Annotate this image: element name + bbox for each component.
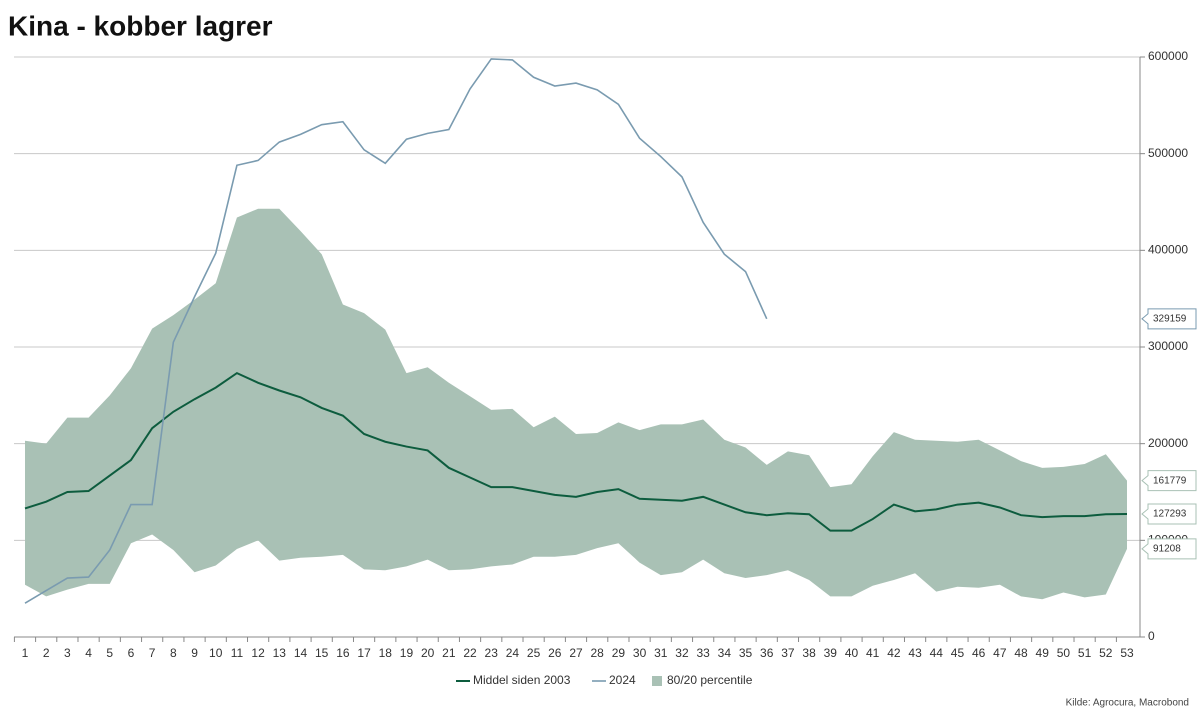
x-tick-label: 19 (400, 646, 414, 660)
x-tick-label: 51 (1078, 646, 1092, 660)
x-tick-label: 17 (357, 646, 371, 660)
x-tick-label: 43 (908, 646, 922, 660)
x-tick-label: 33 (696, 646, 710, 660)
x-tick-label: 20 (421, 646, 435, 660)
x-tick-label: 46 (972, 646, 986, 660)
value-label: 161779 (1153, 475, 1187, 486)
x-tick-label: 41 (866, 646, 880, 660)
y-tick-label: 500000 (1148, 146, 1188, 160)
series-line (24, 58, 768, 604)
x-tick-label: 3 (64, 646, 71, 660)
x-tick-label: 22 (463, 646, 477, 660)
x-tick-label: 44 (930, 646, 944, 660)
x-tick-label: 8 (170, 646, 177, 660)
x-tick-label: 47 (993, 646, 1007, 660)
y-tick-label: 0 (1148, 629, 1155, 643)
x-tick-label: 2 (43, 646, 50, 660)
value-box (1141, 503, 1197, 525)
x-tick-label: 35 (739, 646, 753, 660)
x-tick-label: 23 (485, 646, 499, 660)
x-tick-label: 52 (1099, 646, 1113, 660)
x-tick-label: 40 (845, 646, 859, 660)
legend-label: 2024 (609, 673, 636, 687)
legend-swatch (652, 676, 662, 686)
x-tick-label: 34 (718, 646, 732, 660)
y-tick-label: 300000 (1148, 339, 1188, 353)
x-tick-label: 1 (22, 646, 29, 660)
x-tick-label: 42 (887, 646, 901, 660)
value-label: 91208 (1153, 543, 1181, 554)
x-tick-label: 12 (251, 646, 265, 660)
x-tick-label: 18 (379, 646, 393, 660)
x-tick-label: 9 (191, 646, 198, 660)
legend-label: Middel siden 2003 (473, 673, 571, 687)
x-tick-label: 27 (569, 646, 583, 660)
x-tick-label: 14 (294, 646, 308, 660)
x-tick-label: 37 (781, 646, 795, 660)
x-tick-label: 24 (506, 646, 520, 660)
series-line (24, 371, 1128, 532)
chart-title: Kina - kobber lagrer (8, 10, 273, 41)
x-tick-label: 49 (1036, 646, 1050, 660)
x-tick-label: 45 (951, 646, 965, 660)
x-tick-label: 10 (209, 646, 223, 660)
value-box (1141, 470, 1197, 492)
x-tick-label: 36 (760, 646, 774, 660)
x-tick-label: 39 (824, 646, 838, 660)
y-tick-label: 600000 (1148, 49, 1188, 63)
x-tick-label: 5 (106, 646, 113, 660)
x-tick-label: 31 (654, 646, 668, 660)
percentile-band (25, 208, 1127, 600)
x-tick-label: 13 (273, 646, 287, 660)
x-tick-label: 28 (591, 646, 605, 660)
x-tick-label: 6 (128, 646, 135, 660)
x-tick-label: 53 (1120, 646, 1134, 660)
y-tick-label: 200000 (1148, 436, 1188, 450)
x-tick-label: 7 (149, 646, 156, 660)
x-tick-label: 21 (442, 646, 456, 660)
x-tick-label: 50 (1057, 646, 1071, 660)
x-tick-label: 38 (802, 646, 816, 660)
x-tick-label: 29 (612, 646, 626, 660)
x-tick-label: 48 (1014, 646, 1028, 660)
y-tick-label: 400000 (1148, 243, 1188, 257)
x-tick-label: 15 (315, 646, 329, 660)
x-tick-label: 16 (336, 646, 350, 660)
x-tick-label: 30 (633, 646, 647, 660)
x-tick-label: 11 (231, 646, 244, 660)
value-box (1141, 308, 1197, 330)
source: Kilde: Agrocura, Macrobond (1066, 698, 1189, 709)
x-tick-label: 25 (527, 646, 541, 660)
x-tick-label: 4 (85, 646, 92, 660)
x-tick-label: 32 (675, 646, 689, 660)
x-tick-label: 26 (548, 646, 562, 660)
value-label: 329159 (1153, 313, 1187, 324)
value-label: 127293 (1153, 509, 1187, 520)
legend-label: 80/20 percentile (667, 673, 753, 687)
value-box (1141, 538, 1197, 560)
